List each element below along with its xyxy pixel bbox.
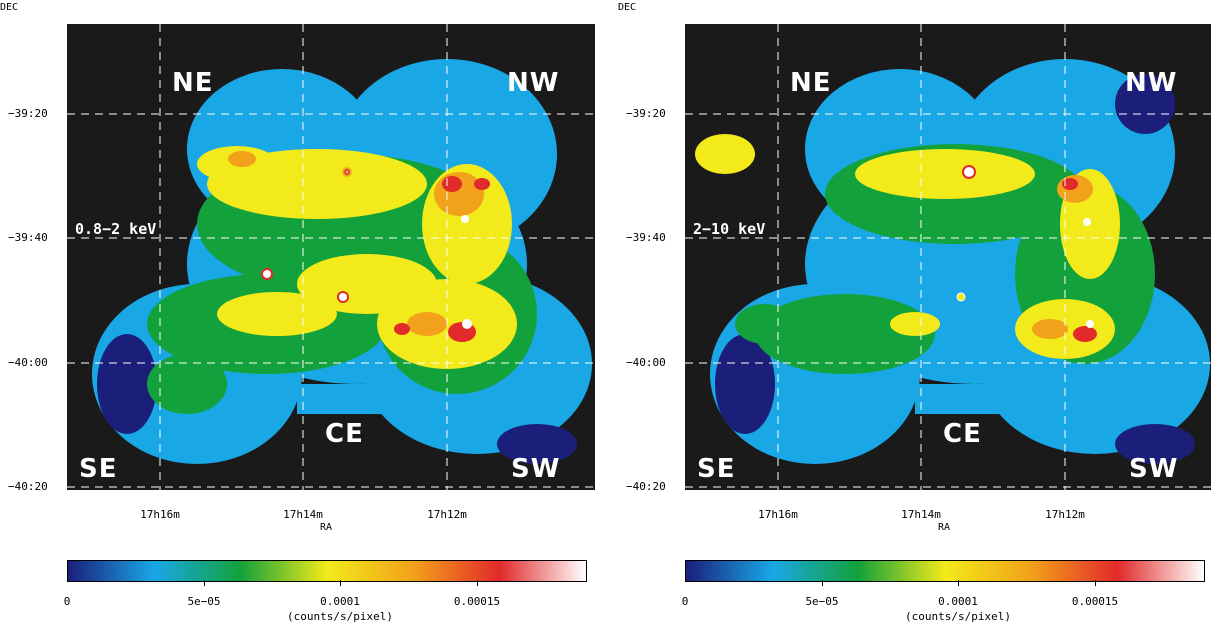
ra-tick-2: 17h14m (283, 508, 323, 521)
dec-tick-2: −39:40 (8, 231, 48, 244)
colorbar-tick-3: 0.00015 (453, 595, 501, 608)
ra-tick-3: 17h12m (427, 508, 467, 521)
colorbar-tick-3: 0.00015 (1071, 595, 1119, 608)
region-label-ce: CE (325, 419, 364, 449)
colorbar-mark (340, 580, 341, 586)
colorbar-tick-1: 5e−05 (805, 595, 839, 608)
dec-axis-label: DEC (618, 2, 637, 13)
dec-tick-1: −39:20 (626, 107, 666, 120)
ra-axis-label: RA (319, 522, 333, 533)
panel-soft-band: DEC (0, 0, 600, 628)
dec-tick-3: −40:00 (626, 356, 666, 369)
ra-tick-1: 17h16m (758, 508, 798, 521)
region-label-sw: SW (1129, 454, 1179, 484)
ra-tick-2: 17h14m (901, 508, 941, 521)
region-label-se: SE (697, 454, 736, 484)
region-label-se: SE (79, 454, 118, 484)
colorbar-mark (1095, 580, 1096, 586)
bright-emission (956, 165, 1097, 342)
region-label-nw: NW (1125, 68, 1178, 98)
colorbar-mark (477, 580, 478, 586)
colorbar-tick-2: 0.0001 (938, 595, 978, 608)
region-label-sw: SW (511, 454, 561, 484)
colorbar (685, 560, 1205, 582)
bright-emission (228, 151, 490, 342)
panel-hard-band: DEC (618, 0, 1211, 628)
energy-band-label: 0.8−2 keV (75, 220, 157, 238)
colorbar-mark (958, 580, 959, 586)
region-label-ce: CE (943, 419, 982, 449)
coordinate-grid (67, 24, 595, 490)
colorbar-mark (204, 580, 205, 586)
colorbar-mark (822, 580, 823, 586)
dec-tick-2: −39:40 (626, 231, 666, 244)
ra-tick-1: 17h16m (140, 508, 180, 521)
xray-image (685, 24, 1211, 490)
coordinate-grid (685, 24, 1211, 490)
region-label-nw: NW (507, 68, 560, 98)
colorbar (67, 560, 587, 582)
colorbar-units: (counts/s/pixel) (287, 610, 393, 623)
dec-tick-4: −40:20 (8, 480, 48, 493)
energy-band-label: 2−10 keV (693, 220, 766, 238)
dec-tick-4: −40:20 (626, 480, 666, 493)
dec-tick-3: −40:00 (8, 356, 48, 369)
region-label-ne: NE (790, 68, 832, 98)
colorbar-tick-0: 0 (63, 595, 71, 608)
colorbar-units: (counts/s/pixel) (905, 610, 1011, 623)
colorbar-tick-2: 0.0001 (320, 595, 360, 608)
dec-tick-1: −39:20 (8, 107, 48, 120)
xray-image (67, 24, 595, 490)
dec-axis-label: DEC (0, 2, 19, 13)
ra-axis-label: RA (937, 522, 951, 533)
region-label-ne: NE (172, 68, 214, 98)
colorbar-tick-0: 0 (681, 595, 689, 608)
ra-tick-3: 17h12m (1045, 508, 1085, 521)
xray-image-frame: NE NW SE SW CE 2−10 keV (685, 24, 1211, 490)
colorbar-tick-1: 5e−05 (187, 595, 221, 608)
xray-image-frame: NE NW SE SW CE 0.8−2 keV (67, 24, 595, 490)
